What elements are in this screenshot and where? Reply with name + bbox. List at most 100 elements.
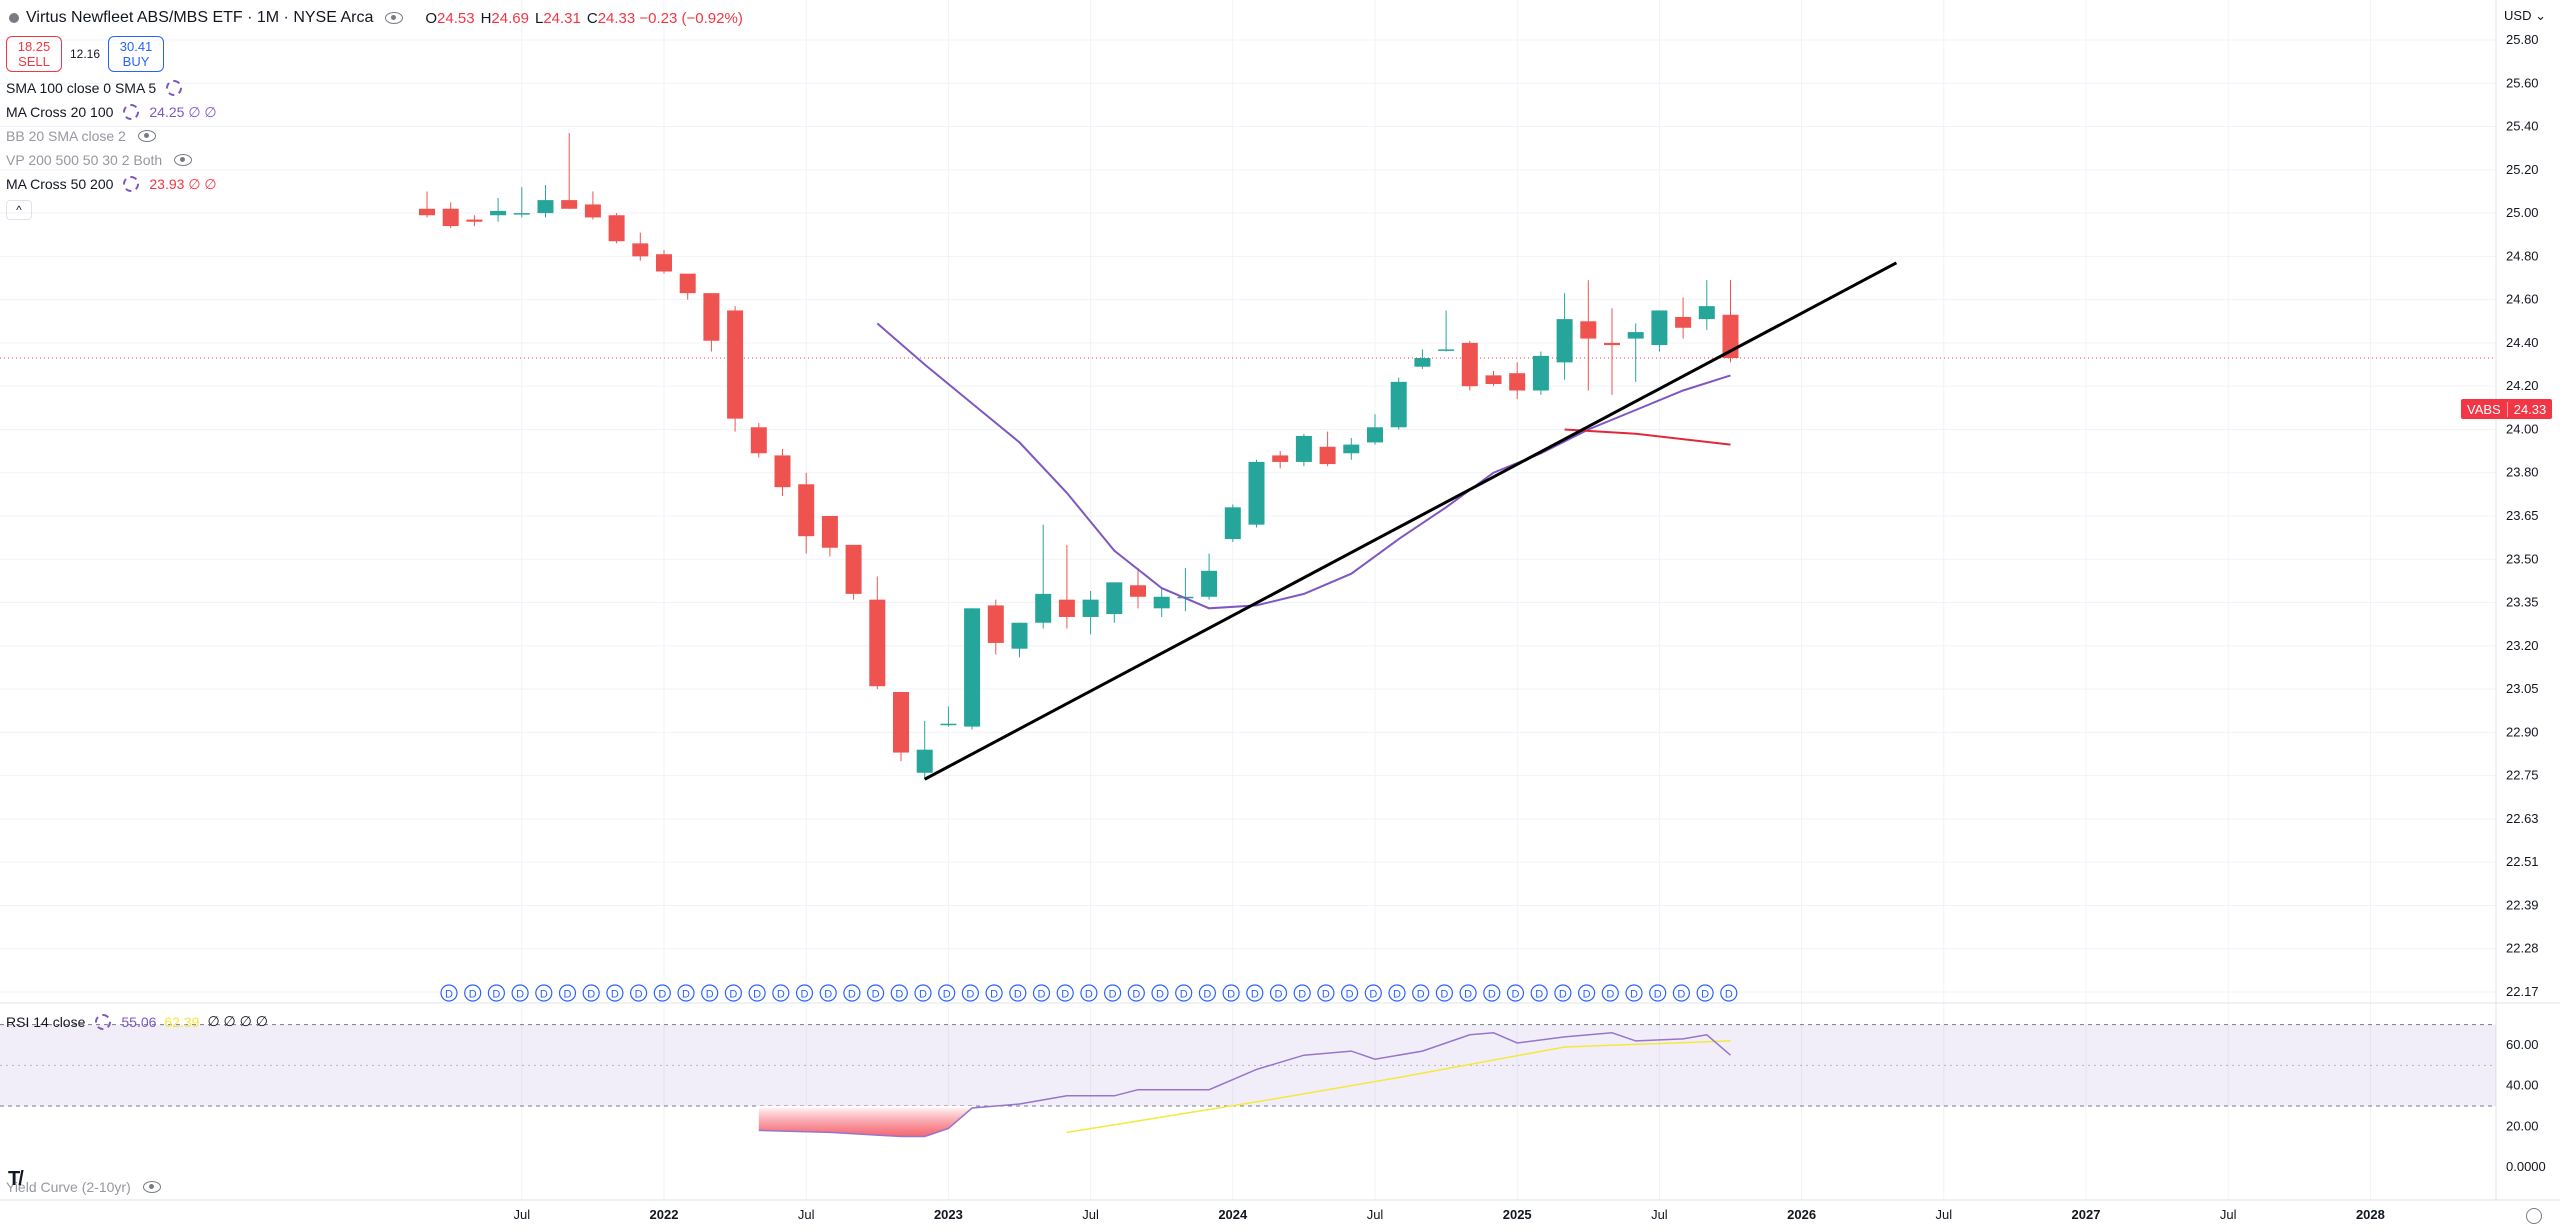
indicator-name[interactable]: BB 20 SMA close 2 bbox=[6, 128, 126, 144]
candle-body[interactable] bbox=[987, 605, 1004, 643]
dividend-marker[interactable] bbox=[1293, 984, 1311, 1002]
candle-body[interactable] bbox=[419, 208, 435, 216]
dividend-marker[interactable] bbox=[1056, 984, 1074, 1002]
visibility-icon[interactable] bbox=[385, 12, 404, 24]
dividend-marker[interactable] bbox=[938, 984, 956, 1002]
candle-body[interactable] bbox=[1295, 435, 1312, 462]
candle-body[interactable] bbox=[774, 455, 791, 488]
candle-body[interactable] bbox=[1485, 375, 1502, 385]
candle-body[interactable] bbox=[656, 254, 672, 272]
visibility-icon[interactable] bbox=[142, 1181, 161, 1193]
dividend-marker[interactable] bbox=[1340, 984, 1359, 1002]
candle-body[interactable] bbox=[584, 204, 601, 218]
dividend-marker[interactable] bbox=[1506, 984, 1525, 1002]
dividend-marker[interactable] bbox=[440, 984, 458, 1002]
settings-icon[interactable] bbox=[123, 104, 140, 120]
candle-body[interactable] bbox=[1035, 593, 1052, 623]
indicator-name[interactable]: VP 200 500 50 30 2 Both bbox=[6, 152, 163, 168]
indicator-row[interactable]: VP 200 500 50 30 2 Both bbox=[6, 148, 743, 172]
dividend-marker[interactable] bbox=[1032, 984, 1051, 1002]
dividend-marker[interactable] bbox=[795, 984, 814, 1002]
settings-icon[interactable] bbox=[123, 176, 140, 192]
dividend-marker[interactable] bbox=[1649, 984, 1667, 1002]
indicator-name[interactable]: MA Cross 50 200 bbox=[6, 176, 114, 192]
candle-body[interactable] bbox=[1248, 461, 1265, 525]
candle-body[interactable] bbox=[1438, 349, 1455, 351]
rsi-name[interactable]: RSI 14 close bbox=[6, 1013, 86, 1030]
candle-body[interactable] bbox=[608, 215, 625, 242]
candle-body[interactable] bbox=[679, 273, 696, 294]
candle-body[interactable] bbox=[869, 599, 886, 687]
dividend-marker[interactable] bbox=[1222, 984, 1240, 1002]
collapse-legend-button[interactable]: ^ bbox=[6, 200, 32, 220]
dividend-marker[interactable] bbox=[487, 984, 505, 1002]
candle-body[interactable] bbox=[1675, 316, 1692, 328]
dividend-marker[interactable] bbox=[1388, 984, 1406, 1002]
dividend-marker[interactable] bbox=[1625, 984, 1643, 1002]
candle-body[interactable] bbox=[561, 200, 578, 209]
candle-body[interactable] bbox=[1532, 355, 1549, 391]
yield-curve-name[interactable]: Yield Curve (2-10yr) bbox=[6, 1179, 131, 1195]
candle-body[interactable] bbox=[1082, 599, 1099, 617]
candle-body[interactable] bbox=[893, 691, 909, 753]
indicator-row[interactable]: MA Cross 50 200 23.93 ∅ ∅ bbox=[6, 172, 743, 196]
candle-body[interactable] bbox=[1580, 321, 1597, 339]
dividend-marker[interactable] bbox=[1103, 984, 1122, 1002]
dividend-marker[interactable] bbox=[748, 984, 766, 1002]
currency-selector[interactable]: USD ⌄ bbox=[2504, 8, 2546, 23]
candle-body[interactable] bbox=[1698, 306, 1715, 320]
candle-body[interactable] bbox=[1224, 507, 1241, 540]
dividend-marker[interactable] bbox=[653, 984, 671, 1002]
sell-button[interactable]: 18.25 SELL bbox=[6, 36, 62, 72]
dividend-marker[interactable] bbox=[535, 984, 553, 1002]
tradingview-logo-icon[interactable]: T/ bbox=[8, 1168, 24, 1190]
dividend-marker[interactable] bbox=[961, 984, 980, 1002]
dividend-marker[interactable] bbox=[1317, 984, 1335, 1002]
candle-body[interactable] bbox=[1153, 596, 1170, 609]
dividend-marker[interactable] bbox=[629, 984, 648, 1002]
candles[interactable] bbox=[419, 133, 1739, 780]
dividend-marker[interactable] bbox=[1720, 984, 1738, 1002]
symbol-title[interactable]: Virtus Newfleet ABS/MBS ETF · 1M · NYSE … bbox=[26, 9, 374, 26]
candle-body[interactable] bbox=[442, 208, 459, 227]
dividend-marker[interactable] bbox=[511, 984, 529, 1002]
dividend-marker[interactable] bbox=[1246, 984, 1264, 1002]
candle-body[interactable] bbox=[845, 544, 862, 594]
dividend-marker[interactable] bbox=[1364, 984, 1382, 1002]
dividend-marker[interactable] bbox=[1151, 984, 1169, 1002]
candle-body[interactable] bbox=[537, 200, 554, 214]
candle-body[interactable] bbox=[1627, 332, 1644, 339]
buy-button[interactable]: 30.41 BUY bbox=[108, 36, 165, 72]
dividend-marker[interactable] bbox=[890, 984, 908, 1002]
dividend-marker[interactable] bbox=[1530, 984, 1548, 1002]
indicator-row[interactable]: MA Cross 20 100 24.25 ∅ ∅ bbox=[6, 100, 743, 124]
candle-body[interactable] bbox=[798, 484, 815, 537]
dividend-marker[interactable] bbox=[1175, 984, 1193, 1002]
dividend-marker[interactable] bbox=[1412, 984, 1430, 1002]
candle-body[interactable] bbox=[1509, 373, 1526, 391]
candle-body[interactable] bbox=[1651, 310, 1668, 346]
candle-body[interactable] bbox=[466, 219, 483, 222]
dividend-marker[interactable] bbox=[1435, 984, 1454, 1002]
candle-body[interactable] bbox=[1058, 599, 1075, 617]
indicator-name[interactable]: MA Cross 20 100 bbox=[6, 104, 114, 120]
dividend-marker[interactable] bbox=[1080, 984, 1098, 1002]
indicator-row[interactable]: SMA 100 close 0 SMA 5 bbox=[6, 76, 743, 100]
hidden-eye-icon[interactable] bbox=[137, 130, 156, 142]
dividend-marker[interactable] bbox=[464, 984, 482, 1002]
dividend-marker[interactable] bbox=[1198, 984, 1217, 1002]
dividend-marker[interactable] bbox=[843, 984, 861, 1002]
candle-body[interactable] bbox=[1461, 342, 1478, 387]
candle-body[interactable] bbox=[1319, 446, 1336, 465]
candle-body[interactable] bbox=[940, 723, 957, 726]
dividend-marker[interactable] bbox=[1672, 984, 1691, 1002]
candle-body[interactable] bbox=[1130, 585, 1146, 597]
candle-body[interactable] bbox=[632, 243, 649, 257]
dividend-marker[interactable] bbox=[582, 984, 600, 1002]
hidden-eye-icon[interactable] bbox=[174, 154, 193, 166]
dividend-marker[interactable] bbox=[1554, 984, 1572, 1002]
candle-body[interactable] bbox=[513, 213, 530, 215]
candle-body[interactable] bbox=[1272, 455, 1289, 462]
